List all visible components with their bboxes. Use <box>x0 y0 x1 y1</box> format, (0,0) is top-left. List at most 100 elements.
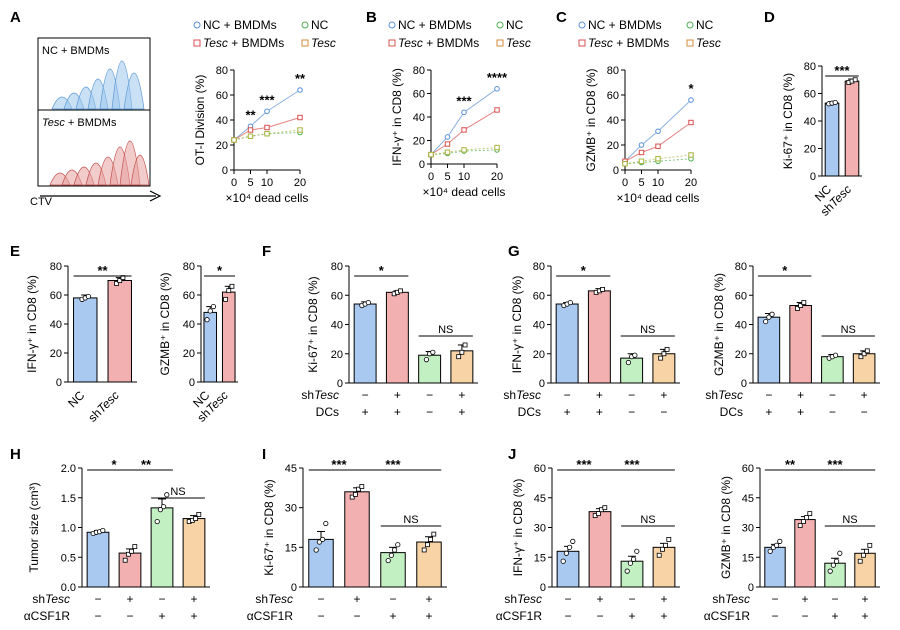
data-point <box>663 542 668 548</box>
legend-label-nc-bmdm: NC + BMDMs <box>398 18 472 32</box>
data-point <box>763 318 769 325</box>
series-line <box>624 158 692 165</box>
bar <box>418 354 442 384</box>
bar-chart-g1: 0 20 40 60 80 IFN-γ⁺ in CD8 (%) * NS shTesc − + − + D… <box>503 261 680 419</box>
data-point <box>827 568 833 574</box>
ctv-axis-arrow <box>149 190 162 202</box>
data-point <box>356 486 362 492</box>
y-tick-label: 1.0 <box>61 523 76 535</box>
histogram-bottom-label: Tesc + BMDMs <box>42 117 117 129</box>
bar <box>852 353 876 384</box>
condition-symbol: + <box>564 405 571 419</box>
condition-symbol: − <box>126 609 133 623</box>
legend-label-tesc-part: Tesc <box>506 36 531 50</box>
data-point <box>154 518 160 525</box>
significance-marker: NS <box>640 514 655 526</box>
row-label-shtesc-part: sh <box>32 592 45 606</box>
row-label-shtesc: shTesc <box>32 592 70 606</box>
legend-marker-nc-bmdm <box>388 21 396 29</box>
y-axis-label: IFN-γ⁺ in CD8 (%) <box>511 479 525 577</box>
y-tick-label: 60 <box>735 290 747 302</box>
significance-marker: *** <box>456 93 472 108</box>
data-point <box>627 560 634 566</box>
histogram-top-label: NC + BMDMs <box>42 45 110 57</box>
data-point <box>766 314 772 320</box>
data-point <box>157 507 163 513</box>
data-point <box>656 552 662 558</box>
legend-marker-nc-bmdm <box>578 21 586 29</box>
data-point <box>804 515 809 520</box>
bar <box>652 353 676 384</box>
panel-letter-f: F <box>262 243 271 260</box>
y-tick-label: 20 <box>413 136 425 148</box>
series-line <box>624 122 692 162</box>
condition-symbol: + <box>797 388 804 402</box>
legend-marker-tesc-bmdm <box>578 39 586 47</box>
condition-symbol: − <box>596 609 603 623</box>
histogram-bottom-label-part: + BMDMs <box>65 117 117 129</box>
y-tick-label: 80 <box>50 261 62 273</box>
legend-label-tesc-bmdm-part: + BMDMs <box>613 36 669 50</box>
histogram-bottom-peak <box>130 154 150 186</box>
legend-label-tesc-bmdm: Tesc + BMDMs <box>203 36 284 50</box>
data-point <box>349 494 355 500</box>
legend-marker-tesc <box>496 39 504 47</box>
bar-chart-i: 0 15 30 45 Ki-67⁺ in CD8 (%) *** *** NS shTesc − +… <box>247 457 447 623</box>
data-point <box>622 161 628 167</box>
bar <box>182 518 206 588</box>
row-label-acsf1r: αCSF1R <box>24 609 71 623</box>
data-point <box>833 558 840 564</box>
legend-marker-tesc-bmdm <box>193 39 201 47</box>
x-tick-label: 5 <box>444 171 450 183</box>
data-point <box>316 539 322 545</box>
y-tick-label: 0 <box>741 378 747 390</box>
data-point <box>161 504 167 510</box>
data-point <box>655 156 661 162</box>
panel-letter-i: I <box>262 446 266 463</box>
row-label-dcs: DCs <box>316 405 339 419</box>
condition-symbol: + <box>831 609 838 623</box>
condition-symbol: − <box>628 592 635 606</box>
data-point <box>117 278 123 283</box>
x-tick-label: 0 <box>428 171 434 183</box>
histogram-top-peak <box>123 72 145 110</box>
condition-symbol: + <box>596 388 603 402</box>
bar <box>844 80 860 177</box>
row-label-shtesc-part: sh <box>255 592 268 606</box>
y-axis-label: GZMB⁺ in CD8 (%) <box>712 273 726 376</box>
y-tick-label: 0 <box>56 377 62 389</box>
y-tick-label: 20 <box>216 140 228 152</box>
x-tick-label: 10 <box>261 177 273 189</box>
condition-symbol: + <box>797 405 804 419</box>
bar <box>556 550 580 588</box>
y-tick-label: 40 <box>804 116 816 128</box>
legend-label-tesc-bmdm-part: + BMDMs <box>228 36 284 50</box>
legend-label-nc-bmdm: NC + BMDMs <box>588 18 662 32</box>
x-tick-label: 20 <box>491 171 503 183</box>
y-tick-label: 0 <box>222 165 228 177</box>
y-tick-label: 20 <box>804 144 816 156</box>
data-point <box>398 288 403 294</box>
data-point <box>385 557 391 564</box>
data-point <box>861 552 866 558</box>
condition-symbol: + <box>190 609 197 623</box>
significance-marker: * <box>111 457 117 472</box>
condition-symbol: + <box>861 592 868 606</box>
y-tick-label: 0 <box>810 171 816 183</box>
condition-symbol: − <box>564 609 571 623</box>
data-point <box>391 547 398 553</box>
data-point <box>600 286 605 292</box>
x-tick-label: 20 <box>685 177 697 189</box>
significance-marker: NS <box>170 486 185 498</box>
data-point <box>444 141 451 147</box>
series-line <box>430 88 498 155</box>
y-axis-label: IFN-γ⁺ in CD8 (%) <box>390 68 404 166</box>
data-point <box>129 548 135 554</box>
data-point <box>359 484 365 489</box>
y-tick-label: 80 <box>413 65 425 77</box>
legend-label-tesc: Tesc <box>506 36 531 50</box>
data-point <box>461 147 467 153</box>
data-point <box>365 299 371 306</box>
data-point <box>164 492 170 498</box>
